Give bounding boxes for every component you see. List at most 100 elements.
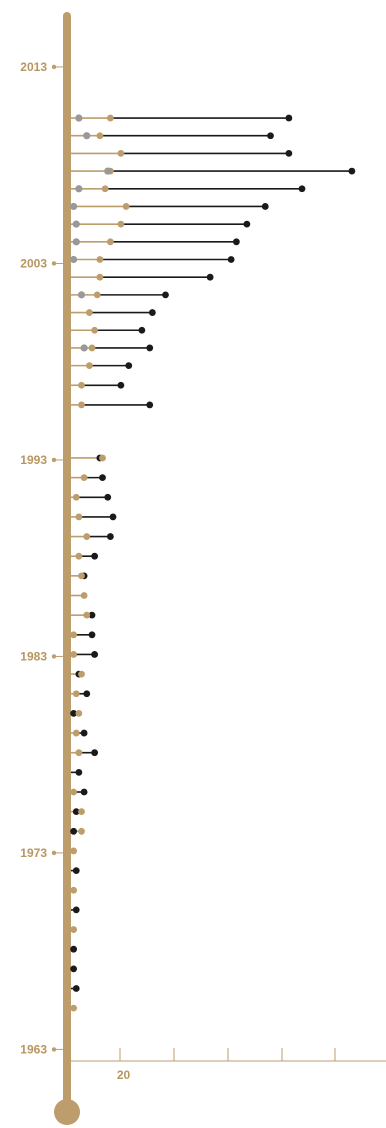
grey-dot [77, 291, 86, 299]
grey-dot [70, 202, 78, 211]
gold-dot [72, 729, 80, 737]
y-tick-label: 1983 [20, 649, 47, 663]
gold-dot [78, 401, 85, 409]
black-dot [146, 401, 154, 409]
y-tick-dot [51, 457, 57, 463]
gold-dot [122, 203, 130, 210]
data-row [71, 690, 91, 698]
y-tick-dot [51, 64, 57, 70]
gold-dot [75, 513, 83, 521]
gold-dot [117, 150, 125, 157]
gold-dot [101, 185, 109, 193]
grey-dot [72, 238, 80, 246]
black-dot [104, 493, 112, 501]
y-tick-dot [51, 1047, 57, 1052]
y-tick-label: 2003 [20, 256, 47, 270]
data-row [71, 670, 85, 678]
gold-dot [83, 533, 91, 540]
black-dot [232, 238, 240, 246]
data-row [71, 291, 169, 299]
y-tick-dot [51, 850, 57, 856]
y-tick-label: 1973 [20, 846, 47, 860]
black-dot [125, 362, 133, 370]
black-dot [117, 381, 125, 389]
axis-end-dot [54, 1099, 80, 1125]
y-tick-dot [51, 654, 57, 659]
black-dot [70, 965, 78, 973]
gold-dot [83, 611, 91, 619]
y-tick-label: 1963 [20, 1042, 47, 1056]
black-dot [70, 945, 78, 953]
gold-dot [117, 220, 125, 228]
gold-dot [85, 309, 93, 316]
gold-dot [78, 827, 85, 835]
data-row [71, 326, 146, 334]
gold-dot [70, 886, 78, 894]
gold-dot [106, 114, 114, 122]
y-tick-label: 1993 [20, 453, 47, 467]
data-row [71, 454, 106, 462]
black-dot [91, 552, 99, 560]
grey-dot [80, 344, 88, 352]
data-row [71, 309, 156, 316]
black-dot [109, 513, 117, 521]
gold-dot [106, 238, 114, 246]
data-row [71, 906, 80, 914]
data-row [71, 533, 114, 540]
data-row [70, 710, 83, 717]
gold-dot [78, 808, 85, 816]
black-dot [91, 651, 99, 658]
black-dot [83, 690, 91, 698]
data-row [71, 381, 125, 389]
data-row [71, 493, 112, 501]
gold-dot [70, 1004, 78, 1012]
data-row [70, 651, 99, 658]
data-row [71, 592, 88, 599]
black-dot [75, 768, 83, 776]
data-row [70, 202, 269, 211]
black-dot [88, 611, 96, 619]
black-dot [99, 474, 106, 482]
data-row [70, 886, 78, 894]
data-row [71, 238, 240, 246]
data-row [71, 867, 80, 874]
black-dot [80, 788, 88, 796]
black-dot [72, 808, 80, 816]
gold-dot [70, 926, 78, 933]
gold-dot [80, 592, 88, 599]
gold-dot [85, 362, 93, 370]
grey-dot [75, 185, 83, 193]
data-row [71, 572, 88, 580]
gold-dot [70, 788, 78, 796]
data-rows [70, 114, 356, 1012]
gold-dot [80, 474, 88, 482]
gold-dot [72, 493, 80, 501]
gold-dot [78, 381, 85, 389]
data-row [70, 847, 78, 855]
data-row [71, 167, 356, 175]
data-row [70, 926, 78, 933]
x-tick-label: 20 [117, 1068, 131, 1082]
data-row [71, 985, 80, 992]
grey-dot [104, 167, 112, 175]
gold-dot [93, 291, 101, 299]
black-dot [146, 344, 154, 352]
data-row [70, 1004, 78, 1012]
data-row [71, 114, 293, 122]
gold-dot [70, 631, 78, 639]
black-dot [72, 867, 80, 874]
gold-dot [70, 847, 78, 855]
black-dot [162, 291, 169, 299]
black-dot [227, 256, 235, 263]
gold-dot [96, 256, 104, 263]
black-dot [348, 167, 356, 175]
grey-dot [72, 220, 80, 228]
grey-dot [83, 132, 91, 140]
data-row [70, 631, 96, 639]
black-dot [91, 749, 99, 757]
data-row [71, 150, 293, 157]
gold-dot [75, 749, 83, 757]
black-dot [72, 906, 80, 914]
black-dot [206, 273, 214, 281]
black-dot [70, 827, 78, 835]
